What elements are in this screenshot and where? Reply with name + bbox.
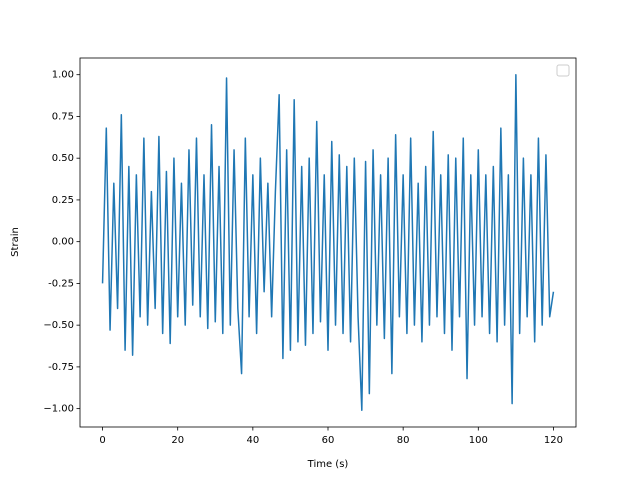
x-tick-label: 80 xyxy=(397,435,410,446)
y-tick-label: −1.00 xyxy=(43,404,74,415)
x-tick-label: 40 xyxy=(246,435,259,446)
y-tick-label: 0.25 xyxy=(52,195,74,206)
y-tick-label: 0.50 xyxy=(52,153,74,164)
x-tick-label: 60 xyxy=(322,435,335,446)
y-tick-label: −0.50 xyxy=(43,320,74,331)
y-tick-label: 1.00 xyxy=(52,70,74,81)
x-tick-label: 120 xyxy=(544,435,563,446)
x-tick-label: 100 xyxy=(469,435,488,446)
plot-area xyxy=(101,73,555,412)
y-axis-label: Strain xyxy=(10,227,21,257)
x-axis-label: Time (s) xyxy=(307,459,349,470)
x-tick-label: 0 xyxy=(99,435,105,446)
x-tick-label: 20 xyxy=(171,435,184,446)
y-tick-label: -0.25 xyxy=(48,278,74,289)
legend xyxy=(556,64,570,77)
y-tick-label: 0.00 xyxy=(52,237,74,248)
y-tick-label: -0.75 xyxy=(48,362,74,373)
y-tick-label: 0.75 xyxy=(52,111,74,122)
data-line xyxy=(101,73,555,412)
